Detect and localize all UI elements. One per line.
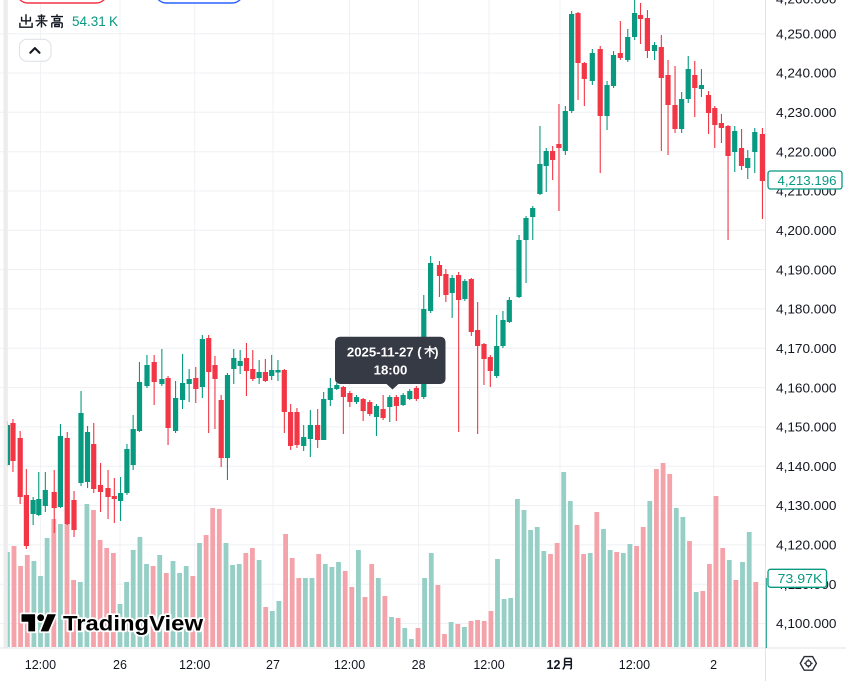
svg-text:K: K bbox=[109, 14, 118, 29]
svg-text:2: 2 bbox=[710, 658, 717, 672]
svg-text:2025-11-27 (: 2025-11-27 ( bbox=[347, 344, 422, 359]
svg-text:28: 28 bbox=[412, 658, 426, 672]
svg-text:12:00: 12:00 bbox=[619, 658, 650, 672]
svg-text:73.97K: 73.97K bbox=[778, 571, 823, 586]
svg-text:4,220.000: 4,220.000 bbox=[776, 144, 837, 159]
svg-text:12:00: 12:00 bbox=[25, 658, 56, 672]
svg-text:18:00: 18:00 bbox=[374, 363, 408, 378]
svg-text:4,230.000: 4,230.000 bbox=[776, 105, 837, 120]
svg-text:4,250.000: 4,250.000 bbox=[776, 26, 837, 41]
svg-text:4,140.000: 4,140.000 bbox=[776, 459, 837, 474]
svg-text:4,200.000: 4,200.000 bbox=[776, 223, 837, 238]
svg-text:12:00: 12:00 bbox=[334, 658, 365, 672]
svg-text:54.31: 54.31 bbox=[72, 14, 106, 29]
svg-text:26: 26 bbox=[113, 658, 127, 672]
svg-text:4,260.000: 4,260.000 bbox=[776, 0, 837, 6]
svg-text:4,213.196: 4,213.196 bbox=[778, 173, 837, 188]
svg-text:4,120.000: 4,120.000 bbox=[776, 538, 837, 553]
svg-text:4,180.000: 4,180.000 bbox=[776, 302, 837, 317]
svg-text:4,100.000: 4,100.000 bbox=[776, 616, 837, 631]
svg-text:4,190.000: 4,190.000 bbox=[776, 262, 837, 277]
svg-text:TradingView: TradingView bbox=[63, 612, 204, 635]
svg-text:12:00: 12:00 bbox=[179, 658, 210, 672]
svg-text:4,160.000: 4,160.000 bbox=[776, 380, 837, 395]
svg-text:4,240.000: 4,240.000 bbox=[776, 66, 837, 81]
svg-text:4,150.000: 4,150.000 bbox=[776, 420, 837, 435]
svg-text:4,170.000: 4,170.000 bbox=[776, 341, 837, 356]
svg-text:4,130.000: 4,130.000 bbox=[776, 498, 837, 513]
svg-text:): ) bbox=[434, 344, 438, 359]
svg-text:12:00: 12:00 bbox=[473, 658, 504, 672]
svg-text:27: 27 bbox=[266, 658, 280, 672]
svg-text:12: 12 bbox=[547, 658, 561, 672]
